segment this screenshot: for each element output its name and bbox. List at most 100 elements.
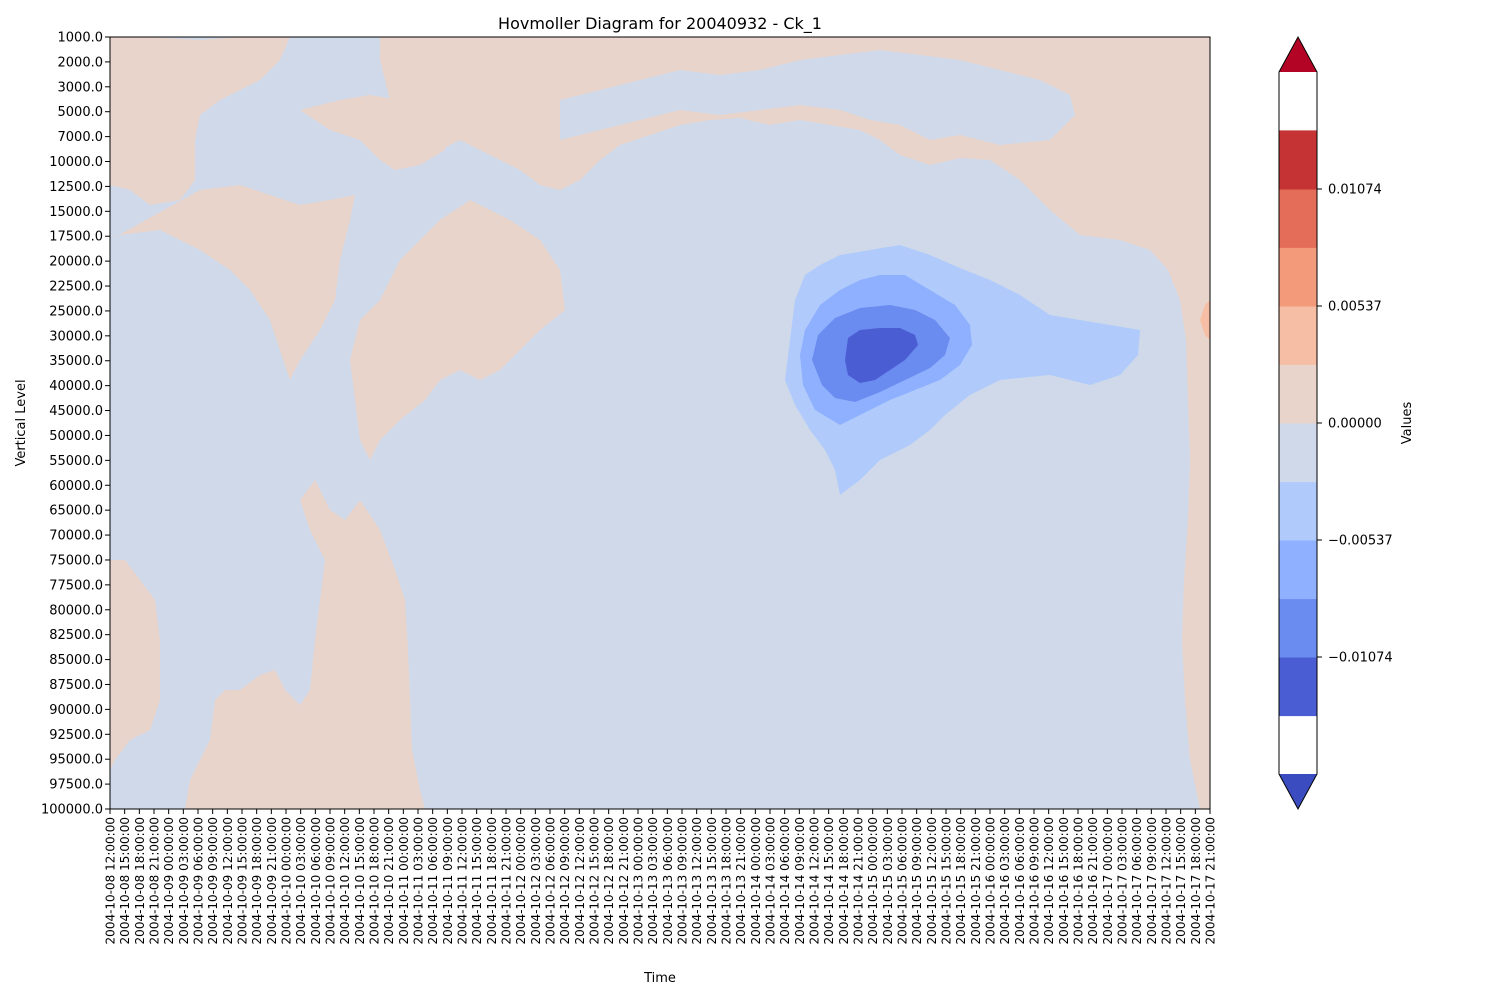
x-tick-label: 2004-10-15 03:00:00: [881, 817, 895, 944]
x-tick-label: 2004-10-11 15:00:00: [470, 817, 484, 944]
y-tick-label: 85000.0: [49, 653, 103, 668]
x-axis: 2004-10-08 12:00:00 2004-10-08 15:00:00 20…: [104, 809, 1218, 944]
x-tick-label: 2004-10-17 18:00:00: [1189, 817, 1203, 944]
colorbar-outline: [1278, 35, 1318, 811]
contour-positive-region: [110, 185, 355, 380]
x-tick-label: 2004-10-15 09:00:00: [910, 817, 924, 944]
x-tick-label: 2004-10-17 12:00:00: [1160, 817, 1174, 944]
contour-positive-spot: [1200, 300, 1210, 340]
plot-frame: [109, 36, 1211, 810]
x-tick-label: 2004-10-11 00:00:00: [397, 817, 411, 944]
x-tick-label: 2004-10-14 18:00:00: [837, 817, 851, 944]
contour-positive-region: [165, 145, 195, 170]
y-tick-label: 22500.0: [49, 280, 103, 295]
colorbar-extend-over: [1279, 37, 1317, 72]
x-tick-label: 2004-10-09 12:00:00: [221, 817, 235, 944]
x-tick-label: 2004-10-15 12:00:00: [925, 817, 939, 944]
contour-positive-region: [110, 37, 290, 205]
x-tick-label: 2004-10-13 15:00:00: [705, 817, 719, 944]
x-tick-label: 2004-10-15 06:00:00: [896, 817, 910, 944]
x-tick-label: 2004-10-16 18:00:00: [1072, 817, 1086, 944]
x-tick-label: 2004-10-12 15:00:00: [588, 817, 602, 944]
colorbar-tick-label: 0.01074: [1328, 183, 1382, 198]
x-tick-label: 2004-10-09 09:00:00: [206, 817, 220, 944]
x-tick-label: 2004-10-08 18:00:00: [133, 817, 147, 944]
y-axis-label: Vertical Level: [14, 379, 29, 466]
y-tick-label: 80000.0: [49, 603, 103, 618]
colorbar-segment: [1279, 247, 1317, 307]
y-tick-label: 77500.0: [49, 578, 103, 593]
y-tick-label: 60000.0: [49, 479, 103, 494]
x-tick-label: 2004-10-14 06:00:00: [778, 817, 792, 944]
x-tick-label: 2004-10-10 09:00:00: [324, 817, 338, 944]
x-tick-label: 2004-10-13 06:00:00: [661, 817, 675, 944]
contour-positive-region: [350, 200, 565, 460]
y-tick-label: 92500.0: [49, 728, 103, 743]
x-tick-label: 2004-10-09 18:00:00: [250, 817, 264, 944]
x-tick-label: 2004-10-14 00:00:00: [749, 817, 763, 944]
x-tick-label: 2004-10-12 09:00:00: [558, 817, 572, 944]
x-tick-label: 2004-10-10 03:00:00: [294, 817, 308, 944]
y-tick-label: 90000.0: [49, 703, 103, 718]
x-tick-label: 2004-10-16 06:00:00: [1013, 817, 1027, 944]
y-tick-label: 45000.0: [49, 404, 103, 419]
colorbar-segment: [1279, 364, 1317, 424]
contour-positive-region: [560, 50, 1075, 145]
y-tick-label: 82500.0: [49, 628, 103, 643]
y-tick-label: 87500.0: [49, 678, 103, 693]
x-tick-label: 2004-10-12 21:00:00: [617, 817, 631, 944]
x-tick-label: 2004-10-09 00:00:00: [162, 817, 176, 944]
y-tick-label: 12500.0: [49, 180, 103, 195]
x-tick-label: 2004-10-17 03:00:00: [1116, 817, 1130, 944]
x-tick-label: 2004-10-10 12:00:00: [338, 817, 352, 944]
x-tick-label: 2004-10-11 21:00:00: [500, 817, 514, 944]
x-tick-label: 2004-10-08 12:00:00: [104, 817, 118, 944]
colorbar-segment: [1279, 130, 1317, 190]
y-tick-label: 1000.0: [58, 31, 104, 46]
chart-title: Hovmoller Diagram for 20040932 - Ck_1: [498, 14, 822, 34]
colorbar-segment: [1279, 598, 1317, 658]
x-tick-label: 2004-10-12 03:00:00: [529, 817, 543, 944]
colorbar-tick-label: 0.00000: [1328, 417, 1382, 432]
x-tick-label: 2004-10-15 21:00:00: [969, 817, 983, 944]
colorbar-tick-label: −0.01074: [1328, 651, 1393, 666]
y-axis: 1000.0 2000.0 3000.0 5000.0 7000.0 10000.0 125…: [41, 31, 110, 818]
x-tick-label: 2004-10-13 03:00:00: [646, 817, 660, 944]
colorbar-segment: [1279, 306, 1317, 365]
x-axis-label: Time: [643, 971, 676, 986]
contour-plot-area: [110, 37, 1210, 809]
y-tick-label: 5000.0: [58, 105, 104, 120]
x-tick-label: 2004-10-13 21:00:00: [734, 817, 748, 944]
x-tick-label: 2004-10-14 03:00:00: [764, 817, 778, 944]
y-tick-label: 17500.0: [49, 230, 103, 245]
x-tick-label: 2004-10-17 21:00:00: [1204, 817, 1218, 944]
y-tick-label: 50000.0: [49, 429, 103, 444]
x-tick-label: 2004-10-15 18:00:00: [954, 817, 968, 944]
x-tick-label: 2004-10-10 15:00:00: [353, 817, 367, 944]
x-tick-label: 2004-10-17 00:00:00: [1101, 817, 1115, 944]
colorbar-label: Values: [1400, 402, 1415, 445]
y-tick-label: 35000.0: [49, 354, 103, 369]
x-tick-label: 2004-10-15 00:00:00: [866, 817, 880, 944]
y-tick-label: 40000.0: [49, 379, 103, 394]
y-tick-label: 3000.0: [58, 80, 104, 95]
x-tick-label: 2004-10-16 21:00:00: [1086, 817, 1100, 944]
contour-positive-region: [300, 95, 445, 170]
x-tick-label: 2004-10-14 21:00:00: [852, 817, 866, 944]
x-tick-label: 2004-10-09 21:00:00: [265, 817, 279, 944]
x-tick-label: 2004-10-13 12:00:00: [690, 817, 704, 944]
y-tick-label: 70000.0: [49, 529, 103, 544]
x-tick-label: 2004-10-15 15:00:00: [940, 817, 954, 944]
x-tick-label: 2004-10-14 12:00:00: [808, 817, 822, 944]
x-tick-label: 2004-10-17 15:00:00: [1174, 817, 1188, 944]
y-tick-label: 2000.0: [58, 55, 104, 70]
x-tick-label: 2004-10-12 12:00:00: [573, 817, 587, 944]
x-tick-label: 2004-10-16 15:00:00: [1057, 817, 1071, 944]
x-tick-label: 2004-10-10 21:00:00: [382, 817, 396, 944]
x-tick-label: 2004-10-08 21:00:00: [148, 817, 162, 944]
x-tick-label: 2004-10-09 15:00:00: [236, 817, 250, 944]
y-tick-label: 20000.0: [49, 255, 103, 270]
contour-positive-region: [380, 37, 1210, 809]
contour-positive-region: [130, 110, 160, 140]
colorbar[interactable]: 0.01074 0.00537 0.00000 −0.00537 −0.01074: [1278, 35, 1393, 811]
